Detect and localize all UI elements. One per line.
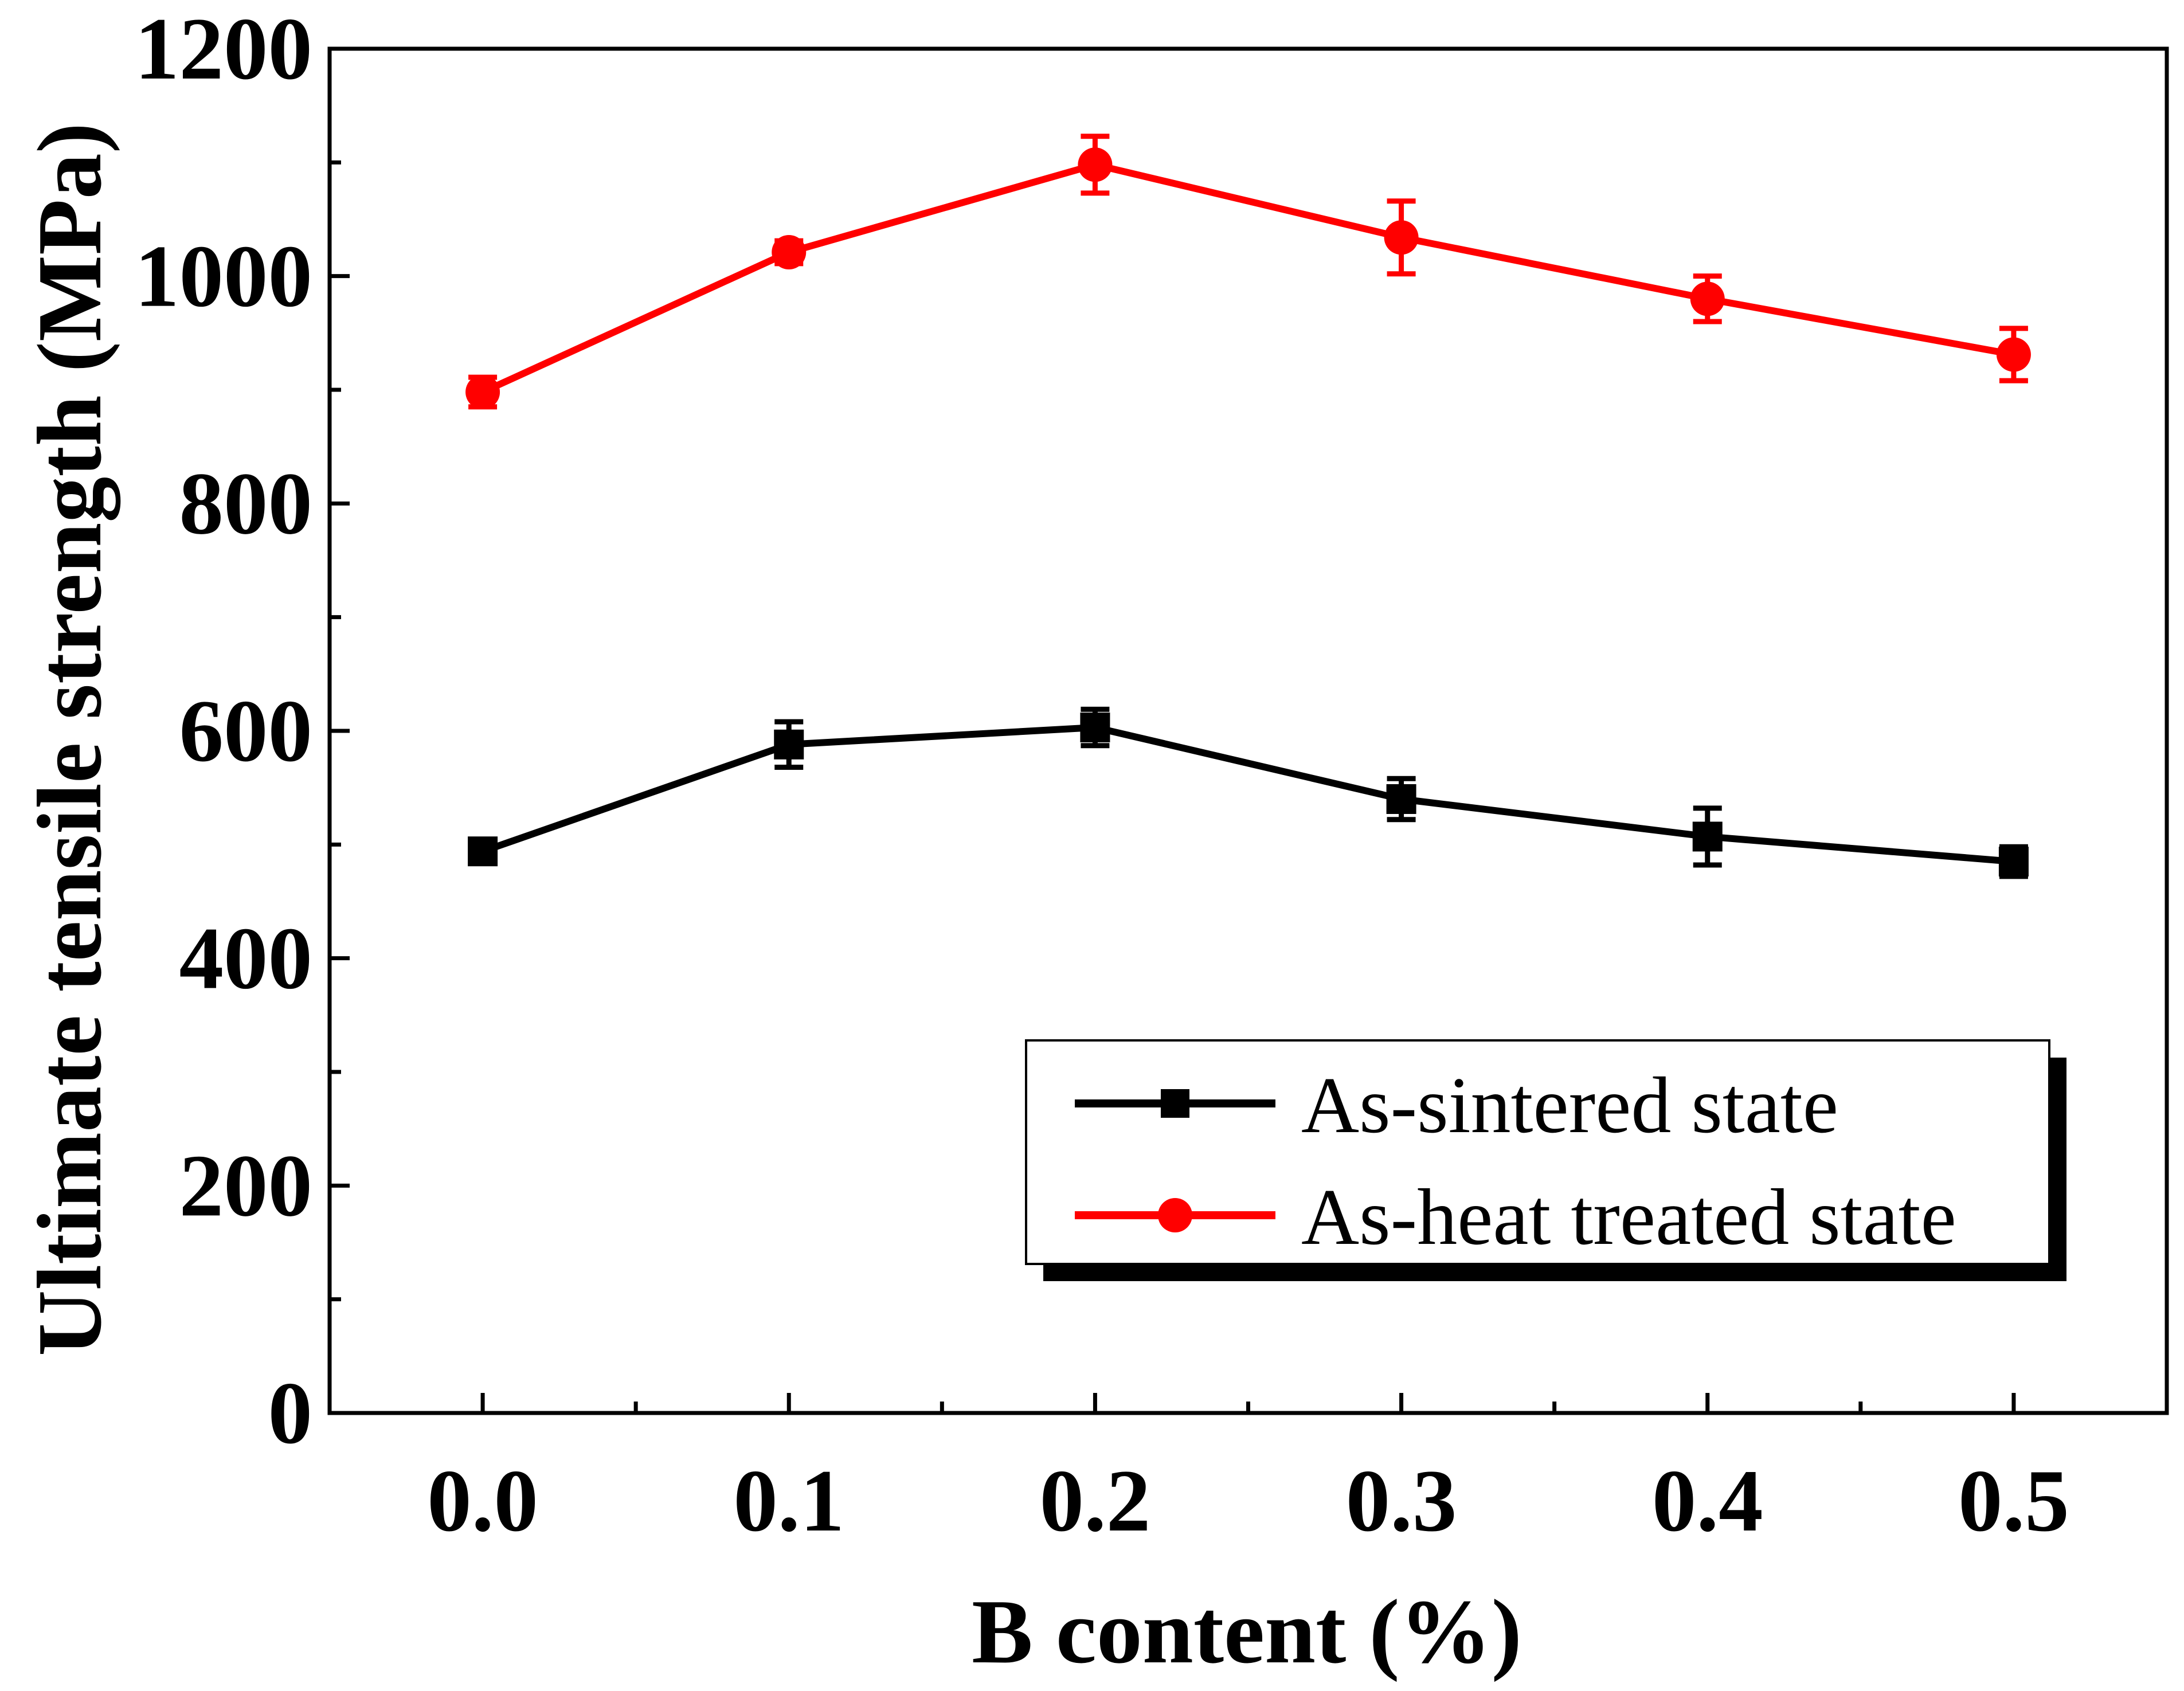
x-tick-label: 0.5 [1958,1451,2069,1550]
legend-label-heat: As-heat treated state [1301,1173,1956,1262]
x-tick-label: 0.3 [1346,1451,1457,1550]
y-tick-label: 1000 [135,227,312,326]
series-layer [465,134,2031,879]
data-point [468,836,498,867]
legend-label-sintered: As-sintered state [1301,1061,1838,1150]
legend: As-sintered state As-heat treated state [1025,1039,2066,1281]
y-tick-label: 0 [268,1364,313,1462]
y-tick-label: 1200 [135,0,312,98]
data-point [1996,337,2031,372]
series-as-sintered [468,706,2029,879]
x-tick-label: 0.2 [1040,1451,1151,1550]
y-tick-label: 600 [179,682,313,780]
x-tick-label: 0.0 [427,1451,538,1550]
y-axis-title: Ultimate tensile strength (MPa) [18,123,121,1356]
x-axis-title: B content (%) [972,1580,1522,1682]
data-point [465,374,500,409]
data-point [1690,281,1725,316]
legend-marker-sintered [1161,1089,1189,1118]
x-tick-label: 0.4 [1652,1451,1763,1550]
data-point [1080,713,1110,743]
series-line [481,161,2014,396]
data-point [1692,821,1723,852]
x-tick-label: 0.1 [733,1451,844,1550]
y-tick-label: 200 [179,1136,313,1235]
data-point [1078,147,1113,182]
legend-marker-heat [1158,1198,1192,1232]
series-as-heat-treated [465,134,2031,410]
data-point [1386,784,1416,814]
data-point [774,729,804,760]
y-tick-label: 400 [179,909,313,1008]
y-tick-label: 800 [179,454,313,553]
data-point [1998,847,2029,877]
data-point [772,235,807,270]
legend-box [1025,1039,2050,1265]
ticks: 0 200 400 600 800 1000 1200 0.0 0.1 0.2 0.3 0.4 0.5 [135,0,2169,1550]
data-point [1384,220,1419,255]
series-line [482,724,2014,866]
